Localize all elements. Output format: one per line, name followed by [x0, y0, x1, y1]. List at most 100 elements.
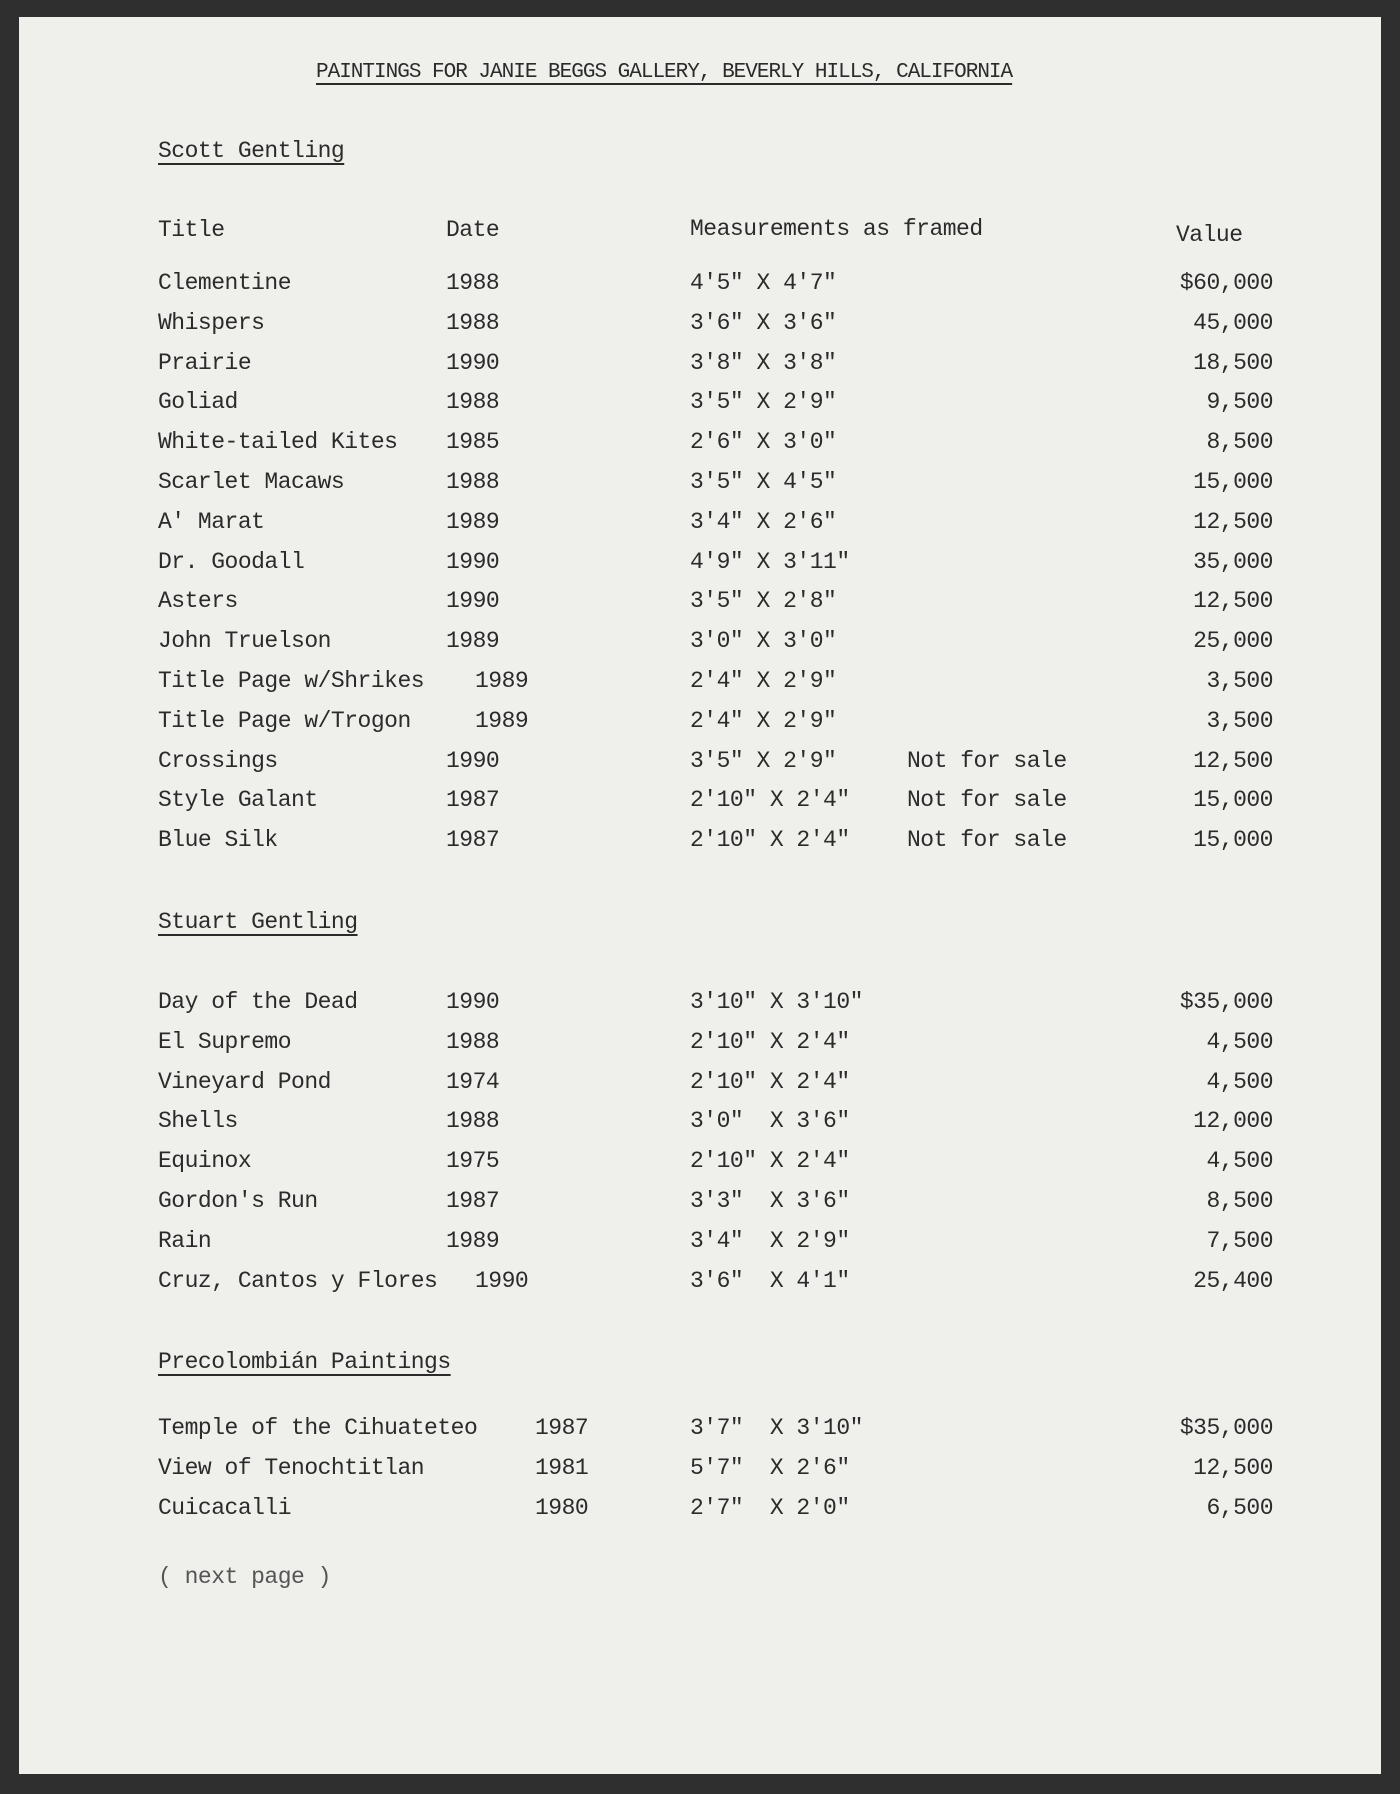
painting-value: 9,500: [1206, 389, 1273, 415]
painting-title: Shells: [158, 1108, 238, 1134]
painting-date: 1990: [446, 989, 500, 1015]
painting-measurements: 3'5" X 2'9": [690, 389, 837, 415]
painting-title: Cuicacalli: [158, 1495, 292, 1521]
painting-value: 8,500: [1206, 429, 1273, 455]
painting-date: 1988: [446, 310, 500, 336]
painting-date: 1988: [446, 270, 500, 296]
sale-note: Not for sale: [907, 748, 1067, 774]
painting-title: Whispers: [158, 310, 265, 336]
painting-date: 1980: [535, 1495, 589, 1521]
painting-date: 1981: [535, 1455, 589, 1481]
painting-date: 1990: [446, 350, 500, 376]
painting-title: Blue Silk: [158, 827, 278, 853]
painting-value: $35,000: [1179, 1415, 1274, 1441]
painting-measurements: 4'9" X 3'11": [690, 549, 850, 575]
painting-measurements: 2'10" X 2'4": [690, 787, 850, 813]
painting-date: 1988: [446, 469, 500, 495]
painting-value: 6,500: [1206, 1495, 1273, 1521]
painting-measurements: 2'7" X 2'0": [690, 1495, 850, 1521]
painting-value: 4,500: [1206, 1148, 1273, 1174]
painting-date: 1988: [446, 1029, 500, 1055]
painting-title: Rain: [158, 1228, 212, 1254]
painting-date: 1989: [475, 708, 529, 734]
painting-title: White-tailed Kites: [158, 429, 398, 455]
painting-title: Crossings: [158, 748, 278, 774]
painting-measurements: 4'5" X 4'7": [690, 270, 837, 296]
document-title: PAINTINGS FOR JANIE BEGGS GALLERY, BEVER…: [316, 61, 1013, 84]
column-header-date: Date: [446, 217, 500, 243]
painting-title: Gordon's Run: [158, 1188, 318, 1214]
painting-title: Clementine: [158, 270, 292, 296]
painting-value: 25,000: [1193, 628, 1273, 654]
painting-date: 1989: [446, 628, 500, 654]
painting-value: 3,500: [1206, 708, 1273, 734]
sale-note: Not for sale: [907, 787, 1067, 813]
painting-measurements: 2'10" X 2'4": [690, 1148, 850, 1174]
painting-measurements: 3'0" X 3'6": [690, 1108, 850, 1134]
painting-value: 12,500: [1193, 588, 1273, 614]
column-header-measurements: Measurements as framed: [690, 216, 983, 242]
painting-title: Temple of the Cihuateteo: [158, 1415, 478, 1441]
painting-date: 1990: [475, 1268, 529, 1294]
painting-measurements: 2'4" X 2'9": [690, 668, 837, 694]
painting-title: Dr. Goodall: [158, 549, 305, 575]
next-page-note: ( next page ): [158, 1564, 331, 1590]
painting-measurements: 3'6" X 3'6": [690, 310, 837, 336]
painting-measurements: 3'10" X 3'10": [690, 989, 863, 1015]
painting-value: 12,500: [1193, 509, 1273, 535]
painting-title: Asters: [158, 588, 238, 614]
painting-value: 15,000: [1193, 787, 1273, 813]
painting-date: 1990: [446, 588, 500, 614]
painting-date: 1988: [446, 1108, 500, 1134]
painting-title: Scarlet Macaws: [158, 469, 345, 495]
painting-measurements: 3'6" X 4'1": [690, 1268, 850, 1294]
painting-title: Equinox: [158, 1148, 252, 1174]
painting-date: 1989: [475, 668, 529, 694]
painting-measurements: 2'10" X 2'4": [690, 827, 850, 853]
painting-value: 4,500: [1206, 1069, 1273, 1095]
painting-value: 3,500: [1206, 668, 1273, 694]
painting-title: Prairie: [158, 350, 252, 376]
painting-date: 1975: [446, 1148, 500, 1174]
painting-title: Vineyard Pond: [158, 1069, 331, 1095]
painting-date: 1989: [446, 1228, 500, 1254]
painting-value: 8,500: [1206, 1188, 1273, 1214]
painting-date: 1985: [446, 429, 500, 455]
painting-measurements: 2'10" X 2'4": [690, 1029, 850, 1055]
painting-date: 1987: [535, 1415, 589, 1441]
painting-title: Goliad: [158, 389, 238, 415]
painting-date: 1990: [446, 549, 500, 575]
painting-measurements: 3'8" X 3'8": [690, 350, 837, 376]
painting-measurements: 2'4" X 2'9": [690, 708, 837, 734]
column-header-value: Value: [1176, 222, 1243, 248]
painting-title: Title Page w/Shrikes: [158, 668, 425, 694]
painting-measurements: 3'0" X 3'0": [690, 628, 837, 654]
painting-date: 1988: [446, 389, 500, 415]
painting-title: A' Marat: [158, 509, 265, 535]
painting-date: 1987: [446, 1188, 500, 1214]
painting-title: Style Galant: [158, 787, 318, 813]
painting-measurements: 3'4" X 2'9": [690, 1228, 850, 1254]
section-heading: Scott Gentling: [158, 138, 345, 164]
painting-value: 15,000: [1193, 469, 1273, 495]
painting-title: Cruz, Cantos y Flores: [158, 1268, 438, 1294]
painting-measurements: 3'3" X 3'6": [690, 1188, 850, 1214]
painting-value: 18,500: [1193, 350, 1273, 376]
painting-value: 25,400: [1193, 1268, 1273, 1294]
section-heading: Precolombián Paintings: [158, 1349, 451, 1375]
painting-date: 1987: [446, 827, 500, 853]
painting-measurements: 3'4" X 2'6": [690, 509, 837, 535]
painting-measurements: 2'10" X 2'4": [690, 1069, 850, 1095]
painting-date: 1987: [446, 787, 500, 813]
painting-value: 12,500: [1193, 748, 1273, 774]
painting-date: 1990: [446, 748, 500, 774]
painting-value: 12,000: [1193, 1108, 1273, 1134]
painting-title: Title Page w/Trogon: [158, 708, 411, 734]
painting-value: 7,500: [1206, 1228, 1273, 1254]
painting-title: View of Tenochtitlan: [158, 1455, 425, 1481]
painting-value: 15,000: [1193, 827, 1273, 853]
painting-measurements: 3'5" X 4'5": [690, 469, 837, 495]
painting-measurements: 5'7" X 2'6": [690, 1455, 850, 1481]
painting-value: 4,500: [1206, 1029, 1273, 1055]
painting-value: $60,000: [1179, 270, 1274, 296]
